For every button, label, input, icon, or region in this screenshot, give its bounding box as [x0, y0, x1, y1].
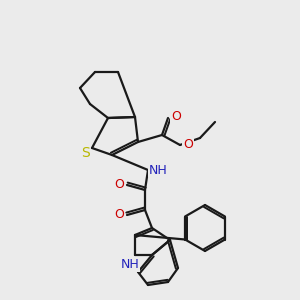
Text: O: O — [183, 139, 193, 152]
Text: O: O — [114, 208, 124, 221]
Text: NH: NH — [121, 259, 140, 272]
Text: S: S — [81, 146, 89, 160]
Text: NH: NH — [148, 164, 167, 176]
Text: O: O — [114, 178, 124, 191]
Text: O: O — [171, 110, 181, 122]
